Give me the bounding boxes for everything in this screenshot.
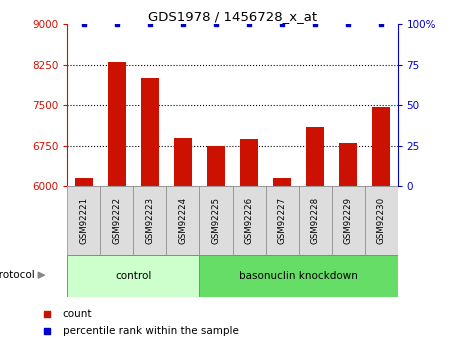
Text: percentile rank within the sample: percentile rank within the sample [63,326,239,336]
Text: GSM92225: GSM92225 [212,197,220,244]
Text: GSM92224: GSM92224 [179,197,187,244]
Bar [67,255,199,297]
Text: GSM92226: GSM92226 [245,197,253,244]
Point [43,312,50,317]
Bar [372,107,390,186]
Bar [240,139,258,186]
Text: GSM92229: GSM92229 [344,197,352,244]
Text: GSM92222: GSM92222 [113,197,121,244]
Text: GSM92227: GSM92227 [278,197,286,244]
Bar [141,78,159,186]
Bar [199,186,232,255]
Text: GSM92228: GSM92228 [311,197,319,244]
Point [212,21,219,27]
Text: basonuclin knockdown: basonuclin knockdown [239,271,358,281]
Point [246,21,253,27]
Bar [266,186,299,255]
Bar [273,178,291,186]
Bar [207,146,225,186]
Bar [306,127,324,186]
Text: count: count [63,309,92,319]
Point [146,21,153,27]
Bar [133,186,166,255]
Bar [166,186,199,255]
Bar [339,143,357,186]
Point [377,21,385,27]
Text: control: control [115,271,152,281]
Bar [67,186,100,255]
Point [344,21,352,27]
Point [113,21,121,27]
Bar [299,186,332,255]
Point [311,21,319,27]
Point [278,21,286,27]
Text: GSM92221: GSM92221 [80,197,88,244]
Bar [75,178,93,186]
Bar [365,186,398,255]
Bar [199,255,398,297]
Text: protocol: protocol [0,270,35,280]
Point [179,21,186,27]
Bar [174,138,192,186]
Text: GSM92223: GSM92223 [146,197,154,244]
Bar [100,186,133,255]
Title: GDS1978 / 1456728_x_at: GDS1978 / 1456728_x_at [148,10,317,23]
Bar [108,62,126,186]
Bar [332,186,365,255]
Text: GSM92230: GSM92230 [377,197,385,244]
Point [80,21,87,27]
Point [43,328,50,334]
Bar [232,186,266,255]
